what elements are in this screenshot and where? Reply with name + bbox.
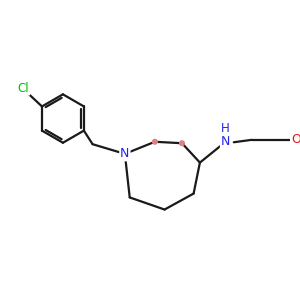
Text: Cl: Cl: [18, 82, 29, 94]
Text: N: N: [221, 135, 230, 148]
Circle shape: [153, 140, 157, 144]
Text: N: N: [120, 147, 130, 161]
Text: H: H: [221, 122, 230, 135]
Circle shape: [180, 141, 184, 146]
Text: O: O: [291, 133, 300, 146]
